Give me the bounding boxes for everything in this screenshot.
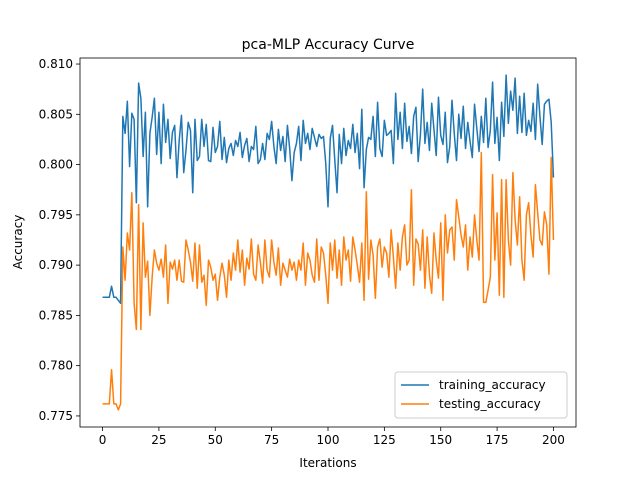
- x-tick-label: 50: [208, 433, 223, 447]
- legend-label: training_accuracy: [439, 378, 546, 392]
- y-tick-label: 0.800: [39, 158, 73, 172]
- legend-label: testing_accuracy: [439, 397, 541, 411]
- x-tick-label: 125: [373, 433, 396, 447]
- chart-title: pca-MLP Accuracy Curve: [242, 37, 415, 53]
- y-tick-label: 0.810: [39, 57, 73, 71]
- y-tick-label: 0.775: [39, 409, 73, 423]
- y-axis-label: Accuracy: [11, 215, 25, 270]
- y-tick-label: 0.780: [39, 359, 73, 373]
- x-tick-label: 25: [151, 433, 166, 447]
- x-tick-label: 100: [317, 433, 340, 447]
- line-series: [102, 74, 555, 305]
- y-tick-label: 0.785: [39, 308, 73, 322]
- x-tick-label: 200: [542, 433, 565, 447]
- x-tick-label: 75: [264, 433, 279, 447]
- x-tick-label: 0: [99, 433, 107, 447]
- line-series: [102, 151, 555, 411]
- y-tick-label: 0.805: [39, 107, 73, 121]
- legend-box: [394, 371, 568, 419]
- x-tick-label: 150: [429, 433, 452, 447]
- y-tick-label: 0.790: [39, 258, 73, 272]
- x-tick-label: 175: [486, 433, 509, 447]
- y-tick-label: 0.795: [39, 208, 73, 222]
- axes-frame: [79, 57, 577, 428]
- x-axis-label: Iterations: [299, 456, 356, 470]
